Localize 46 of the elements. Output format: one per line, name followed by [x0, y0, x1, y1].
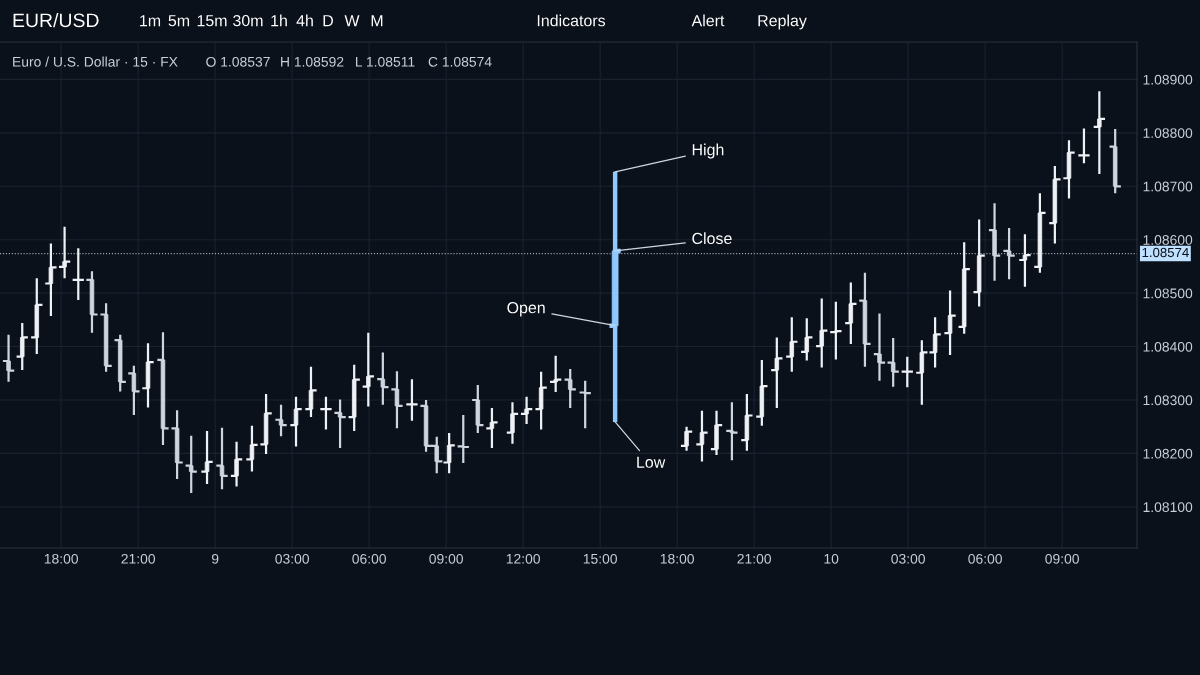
annotation: C 1.08574	[428, 56, 492, 67]
text: Alert	[691, 14, 725, 27]
x-tick-label: 03:00	[891, 553, 925, 564]
text: 5m	[168, 15, 190, 27]
text: 4h	[296, 14, 313, 27]
chart-title: EUR/USD	[13, 12, 99, 28]
annotation: Open	[507, 302, 545, 317]
x-tick-label: 15:00	[583, 553, 617, 564]
x-tick-label: 09:00	[429, 553, 463, 564]
x-tick-label: 9	[211, 553, 219, 564]
x-tick-label: 21:00	[121, 553, 155, 564]
x-tick-label: 21:00	[737, 553, 771, 564]
x-tick-label: 18:00	[44, 553, 79, 564]
annotation: Low	[637, 456, 666, 468]
y-tick-label: 1.08100	[1143, 502, 1193, 513]
text: 15m	[197, 15, 227, 27]
text: Euro / U.S. Dollar · 15 · FX	[13, 56, 178, 67]
x-tick-label: 06:00	[968, 553, 1002, 564]
y-tick-label: 1.08500	[1143, 288, 1193, 299]
annotation: High	[692, 143, 724, 159]
annotation: L 1.08511	[356, 56, 415, 67]
x-tick-label: 09:00	[1045, 553, 1079, 564]
text: M	[371, 15, 383, 27]
text: 30m	[233, 14, 263, 27]
annotation: H 1.08592	[281, 56, 344, 67]
y-tick-label: 1.08800	[1143, 128, 1193, 138]
text: Indicators	[537, 14, 606, 27]
x-tick-label: 18:00	[660, 553, 694, 564]
y-tick-label: 1.08600	[1143, 235, 1193, 245]
text: 1m	[140, 15, 161, 27]
y-tick-label: 1.08400	[1143, 341, 1193, 352]
annotation: Close	[692, 232, 732, 245]
x-tick-label: 12:00	[506, 553, 540, 564]
x-tick-label: 10	[824, 553, 839, 564]
x-tick-label: 06:00	[352, 553, 386, 564]
y-tick-label: 1.08700	[1143, 181, 1193, 192]
text: Replay	[758, 14, 807, 30]
text: W	[344, 15, 360, 27]
annotation: O 1.08537	[206, 56, 270, 67]
text: D	[323, 15, 333, 27]
text: 1h	[271, 14, 287, 27]
y-tick-label: 1.08900	[1143, 74, 1193, 85]
ref-line-label: 1.08574	[1142, 247, 1189, 258]
y-tick-label: 1.08300	[1143, 395, 1193, 406]
x-tick-label: 03:00	[275, 553, 309, 564]
y-tick-label: 1.08200	[1143, 448, 1193, 459]
